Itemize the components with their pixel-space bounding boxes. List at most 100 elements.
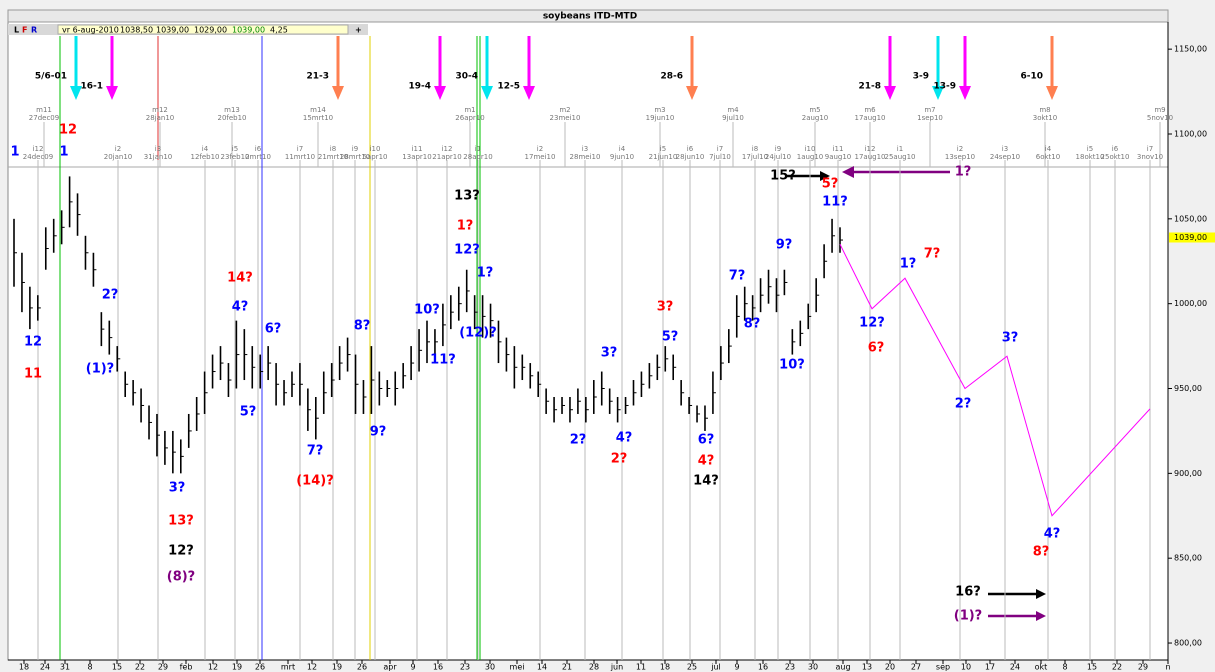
toolbar-item: 1039,00 bbox=[232, 26, 265, 35]
cycle-label-part: 17aug10 bbox=[855, 153, 886, 161]
cycle-label: i3 28mei10 bbox=[570, 145, 601, 161]
wave-label: (8)? bbox=[167, 570, 195, 585]
wave-label: 14? bbox=[693, 474, 719, 489]
top-arrow-label: 21-8 bbox=[858, 82, 881, 92]
wave-label: 1 bbox=[10, 145, 19, 160]
x-tick-label: 22 bbox=[1112, 663, 1122, 672]
x-tick-label: jul bbox=[710, 663, 721, 672]
x-tick-label: 11 bbox=[636, 663, 646, 672]
cycle-label: m6 17aug10 bbox=[855, 106, 886, 122]
top-arrow-head bbox=[959, 86, 971, 100]
wave-label: 5? bbox=[662, 330, 679, 345]
cycle-label-part: 2aug10 bbox=[802, 114, 829, 122]
cycle-label: i12 21apr10 bbox=[432, 145, 461, 161]
cycle-label-part: m1 bbox=[464, 106, 475, 114]
x-tick-label: 14 bbox=[537, 663, 547, 672]
cycle-label-part: i2 bbox=[115, 145, 121, 153]
x-tick-label: aug bbox=[835, 663, 850, 672]
cycle-label: i7 3nov10 bbox=[1137, 145, 1163, 161]
cycle-label-part: m9 bbox=[1154, 106, 1165, 114]
cycle-label: i4 6okt10 bbox=[1036, 145, 1060, 161]
cycle-label-part: 25aug10 bbox=[885, 153, 916, 161]
top-arrow-head bbox=[106, 86, 118, 100]
x-tick-label: 18 bbox=[660, 663, 670, 672]
wave-label: 3? bbox=[169, 481, 186, 496]
wave-label: 3? bbox=[657, 300, 674, 315]
x-tick-label: 24 bbox=[40, 663, 50, 672]
cycle-label-part: i4 bbox=[619, 145, 626, 153]
x-tick-label: apr bbox=[383, 663, 397, 672]
top-arrow-label: 13-9 bbox=[933, 82, 956, 92]
x-tick-label: 30 bbox=[808, 663, 818, 672]
x-tick-label: 21 bbox=[562, 663, 572, 672]
arrows bbox=[787, 166, 1046, 621]
cycle-label: i8 17jul10 bbox=[742, 145, 768, 161]
top-arrow-head bbox=[523, 86, 535, 100]
top-arrow-head bbox=[1046, 86, 1058, 100]
cycle-label-part: i7 bbox=[297, 145, 303, 153]
cycle-label-part: i3 bbox=[1002, 145, 1008, 153]
top-arrow-head bbox=[686, 86, 698, 100]
wave-label: 2? bbox=[570, 433, 587, 448]
toolbar-item: 1029,00 bbox=[194, 26, 227, 35]
cycle-label-part: 6okt10 bbox=[1036, 153, 1060, 161]
plot-area bbox=[7, 21, 1169, 661]
cycle-label: m3 19jun10 bbox=[646, 106, 675, 122]
wave-label: 2? bbox=[955, 397, 972, 412]
wave-label: 2? bbox=[611, 452, 628, 467]
cycle-label-part: i5 bbox=[1087, 145, 1093, 153]
cycle-label-part: 7jul10 bbox=[709, 153, 731, 161]
x-tick-label: 15 bbox=[112, 663, 122, 672]
wave-label: 8? bbox=[744, 317, 761, 332]
cycle-label-part: i1 bbox=[475, 145, 481, 153]
x-tick-label: 29 bbox=[158, 663, 168, 672]
top-arrow-head bbox=[434, 86, 446, 100]
x-tick-label: 20 bbox=[885, 663, 895, 672]
cycle-label-part: 13apr10 bbox=[402, 153, 431, 161]
x-tick-label: 13 bbox=[862, 663, 872, 672]
toolbar-field bbox=[57, 24, 349, 35]
wave-label: 6? bbox=[868, 341, 885, 356]
cycle-label-part: i12 bbox=[442, 145, 453, 153]
cycle-label: m7 1sep10 bbox=[917, 106, 943, 122]
cycle-label-part: 11mrt10 bbox=[285, 153, 315, 161]
y-tick-label: 1150,00 bbox=[1174, 45, 1207, 54]
x-tick-label: 12 bbox=[208, 663, 218, 672]
x-tick-label: 8 bbox=[1062, 663, 1067, 672]
x-tick-label: 19 bbox=[332, 663, 342, 672]
cycle-label-part: 21jun10 bbox=[649, 153, 678, 161]
cycle-label-part: i2 bbox=[537, 145, 543, 153]
cycle-label-part: i9 bbox=[352, 145, 358, 153]
wave-label: 1? bbox=[955, 165, 972, 180]
x-tick-label: 28 bbox=[589, 663, 599, 672]
x-tick-label: 30 bbox=[485, 663, 495, 672]
x-tick-label: 9 bbox=[734, 663, 739, 672]
toolbar-item: + bbox=[355, 26, 362, 35]
cycle-label-part: m12 bbox=[152, 106, 168, 114]
cycle-label: i10 5apr10 bbox=[363, 145, 388, 161]
cycle-label-part: 18okt10 bbox=[1076, 153, 1105, 161]
cycle-label: i9 28mrt10 bbox=[340, 145, 370, 161]
y-tick-label: 950,00 bbox=[1174, 384, 1202, 393]
cycle-label-part: i6 bbox=[1112, 145, 1119, 153]
wave-label: 6? bbox=[698, 433, 715, 448]
cycle-label: i6 25okt10 bbox=[1101, 145, 1130, 161]
cycle-label: m4 9jul10 bbox=[722, 106, 744, 122]
wave-label: 8? bbox=[354, 319, 371, 334]
cycle-label-part: m2 bbox=[559, 106, 570, 114]
x-tick-label: 8 bbox=[87, 663, 92, 672]
x-tick-label: 16 bbox=[433, 663, 443, 672]
toolbar-item: F bbox=[22, 26, 27, 35]
top-arrow-label: 19-4 bbox=[408, 82, 431, 92]
cycle-label-part: i6 bbox=[255, 145, 262, 153]
cycle-label: i4 9jun10 bbox=[610, 145, 634, 161]
cycle-label-part: i3 bbox=[155, 145, 161, 153]
top-arrow-label: 21-3 bbox=[306, 72, 329, 82]
cycle-label-part: 9aug10 bbox=[825, 153, 852, 161]
cycle-label-part: 19jun10 bbox=[646, 114, 675, 122]
wave-label: (12)? bbox=[459, 326, 497, 341]
wave-label: 7? bbox=[729, 269, 746, 284]
wave-label: 12 bbox=[24, 335, 42, 350]
x-tick-label: 17 bbox=[985, 663, 995, 672]
cycle-label: i8 21mrt10 bbox=[318, 145, 348, 161]
